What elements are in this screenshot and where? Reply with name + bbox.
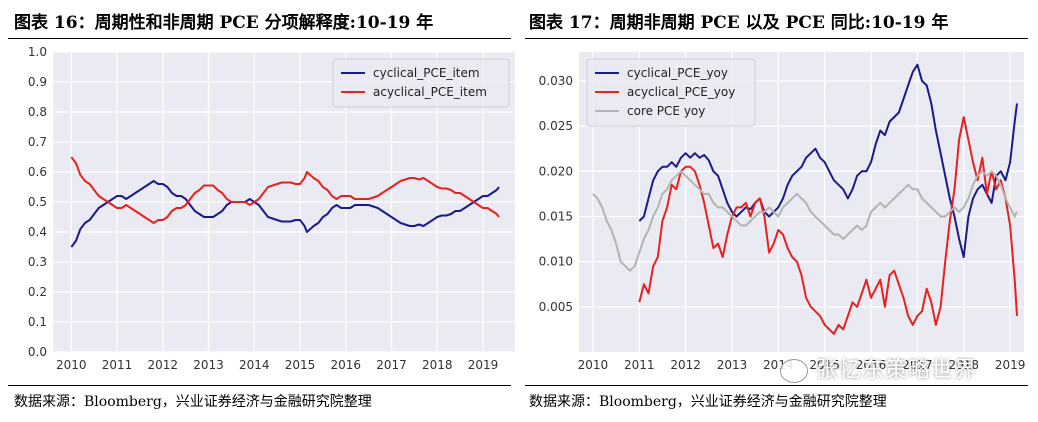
legend-entry: core PCE yoy — [627, 104, 705, 118]
left-source-note: 数据来源：Bloomberg，兴业证券经济与金融研究院整理 — [14, 394, 372, 410]
y-tick-label: 0.020 — [539, 164, 573, 178]
x-tick-label: 2019 — [468, 358, 499, 372]
y-tick-label: 0.3 — [28, 255, 47, 269]
wechat-icon — [780, 359, 808, 383]
right-title-rule — [525, 38, 1028, 39]
y-tick-label: 0.1 — [28, 315, 47, 329]
x-tick-label: 2013 — [717, 358, 748, 372]
right-source-rule — [525, 385, 1028, 386]
x-tick-label: 2017 — [902, 358, 933, 372]
x-tick-label: 2012 — [670, 358, 701, 372]
x-tick-label: 2016 — [856, 358, 887, 372]
legend-box — [332, 58, 510, 108]
y-tick-label: 0.005 — [539, 300, 573, 314]
left-title-rule — [8, 38, 511, 39]
x-tick-label: 2017 — [376, 358, 407, 372]
legend-entry: acyclical_PCE_item — [373, 85, 487, 99]
y-tick-label: 0.0 — [28, 345, 47, 359]
legend-entry: cyclical_PCE_yoy — [627, 66, 728, 80]
x-tick-label: 2010 — [56, 358, 87, 372]
y-tick-label: 0.7 — [28, 135, 47, 149]
x-tick-label: 2013 — [193, 358, 224, 372]
watermark-text: 张忆东策略世界 — [816, 358, 978, 383]
left-source-rule — [8, 385, 511, 386]
left-chart-title: 图表 16：周期性和非周期 PCE 分项解释度:10-19 年 — [14, 13, 434, 33]
series-line-cyclical-pce-yoy — [638, 63, 1018, 259]
x-tick-label: 2016 — [330, 358, 361, 372]
x-tick-label: 2018 — [422, 358, 453, 372]
x-tick-label: 2018 — [948, 358, 979, 372]
x-tick-label: 2012 — [148, 358, 179, 372]
y-tick-label: 0.9 — [28, 75, 47, 89]
x-tick-label: 2010 — [578, 358, 609, 372]
x-tick-label: 2014 — [239, 358, 270, 372]
y-tick-label: 0.6 — [28, 165, 47, 179]
legend-box — [586, 58, 756, 127]
series-line-core-pce-yoy — [592, 170, 1018, 272]
right-source-note: 数据来源：Bloomberg，兴业证券经济与金融研究院整理 — [529, 394, 887, 410]
watermark: 张忆东策略世界 — [780, 352, 1030, 383]
left-chart: 0.0 0.1 0.2 0.3 0.4 0.5 0.6 0.7 0.8 0.9 1.0 2010 201… — [28, 45, 515, 372]
legend-entry: acyclical_PCE_yoy — [627, 85, 735, 99]
x-tick-label: 2011 — [624, 358, 655, 372]
y-tick-label: 0.8 — [28, 105, 47, 119]
series-line-cyclical-pce-item — [70, 180, 500, 248]
right-panel: 图表 17：周期非周期 PCE 以及 PCE 同比:10-19 年 0.005 0… — [525, 0, 1038, 422]
x-tick-label: 2019 — [995, 358, 1026, 372]
legend-entry: cyclical_PCE_item — [373, 66, 480, 80]
x-tick-label: 2011 — [102, 358, 133, 372]
series-line-acyclical-pce-yoy — [638, 116, 1018, 335]
y-tick-label: 0.010 — [539, 255, 573, 269]
series-line-acyclical-pce-item — [70, 156, 500, 224]
y-tick-label: 0.5 — [28, 195, 47, 209]
y-tick-label: 1.0 — [28, 45, 47, 59]
y-tick-label: 0.2 — [28, 285, 47, 299]
right-chart-title: 图表 17：周期非周期 PCE 以及 PCE 同比:10-19 年 — [529, 13, 949, 33]
y-tick-label: 0.025 — [539, 119, 573, 133]
y-tick-label: 0.4 — [28, 225, 47, 239]
y-tick-label: 0.015 — [539, 209, 573, 223]
x-tick-label: 2015 — [285, 358, 316, 372]
left-panel: 图表 16：周期性和非周期 PCE 分项解释度:10-19 年 0.0 0.1 0.… — [8, 13, 515, 410]
right-chart: 0.005 0.010 0.015 0.020 0.025 0.030 2010 2011 20… — [539, 52, 1026, 372]
y-tick-label: 0.030 — [539, 74, 573, 88]
x-tick-label: 2015 — [809, 358, 840, 372]
